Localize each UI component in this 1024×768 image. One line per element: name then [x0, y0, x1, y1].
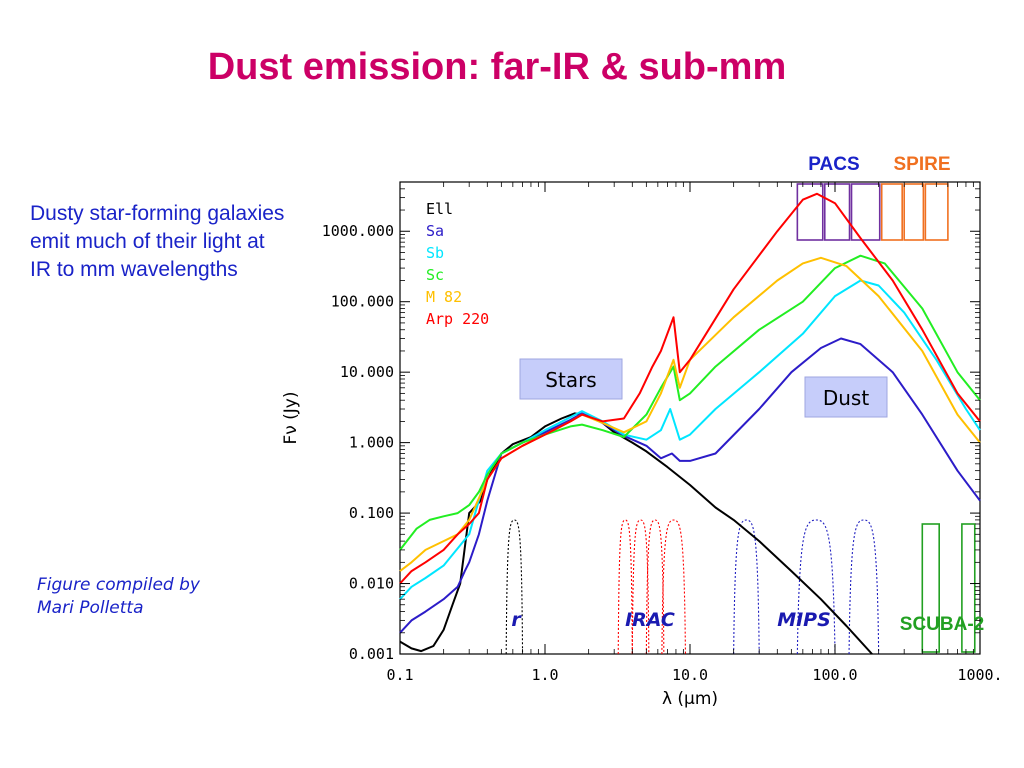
series-line-sc	[399, 254, 981, 551]
filter-curve-irac	[645, 519, 665, 655]
y-tick-label: 1000.000	[322, 222, 394, 240]
annotation-layer: Stars Dust	[519, 358, 888, 418]
filter-box-spire	[924, 183, 949, 241]
x-tick-label: 10.0	[672, 666, 708, 684]
filter-curve-r	[505, 519, 524, 655]
legend-entry-ell: Ell	[426, 200, 453, 218]
stars-label-bg	[519, 358, 623, 400]
legend-entry-sb: Sb	[426, 244, 444, 262]
filter-label-irac: IRAC	[625, 609, 675, 631]
filter-pacs: PACS	[796, 154, 881, 241]
filter-r: r	[505, 519, 524, 655]
stars-label: Stars	[545, 368, 596, 392]
credit-line-2: Mari Polletta	[37, 598, 144, 618]
figure-credit: Figure compiled by Mari Polletta	[37, 574, 267, 620]
filter-box-scuba-2	[961, 523, 976, 653]
filter-layer: r IRAC MIPS PACS SPIRE SCUBA-2	[505, 154, 984, 655]
dust-label: Dust	[823, 386, 869, 410]
credit-line-1: Figure compiled by	[37, 575, 200, 595]
y-tick-label: 0.001	[349, 645, 394, 663]
stars-label-box: Stars	[519, 358, 623, 400]
y-tick-label: 0.100	[349, 504, 394, 522]
filter-spire: SPIRE	[880, 154, 951, 241]
series-line-arp-220	[399, 192, 981, 585]
filter-label-spire: SPIRE	[893, 154, 950, 175]
x-tick-label: 100.0	[812, 666, 857, 684]
y-tick-label: 1.000	[349, 434, 394, 452]
plot-frame	[399, 181, 981, 655]
tick-layer: 0.1 1.0 10.0 100.0 1000. 0.001 0.010 0.100 1.000…	[281, 181, 1003, 709]
y-axis-label: Fν (Jy)	[281, 391, 301, 444]
series-line-sb	[399, 279, 981, 600]
dust-label-box: Dust	[804, 376, 888, 418]
y-tick-label: 100.000	[331, 293, 394, 311]
filter-box-scuba-2	[921, 523, 940, 653]
series-line-m-82	[399, 256, 981, 572]
filter-irac: IRAC	[617, 519, 686, 655]
filter-box-spire	[903, 183, 925, 241]
filter-curve-irac	[617, 519, 633, 655]
dust-label-bg	[804, 376, 888, 418]
filter-box-spire	[880, 183, 903, 241]
x-tick-label: 0.1	[386, 666, 413, 684]
filter-box-pacs	[796, 183, 824, 241]
filter-box-pacs	[823, 183, 851, 241]
filter-label-scuba-2: SCUBA-2	[900, 614, 984, 635]
filter-scuba-2: SCUBA-2	[900, 523, 984, 653]
intro-text: Dusty star-forming galaxies emit much of…	[30, 202, 285, 281]
filter-curve-mips	[733, 519, 760, 655]
plot-frame-rect	[399, 181, 981, 655]
legend-entry-sa: Sa	[426, 222, 444, 240]
filter-box-pacs	[850, 183, 881, 241]
x-tick-label: 1.0	[531, 666, 558, 684]
filter-curve-irac	[661, 519, 686, 655]
x-tick-label: 1000.	[957, 666, 1002, 684]
filter-label-mips: MIPS	[777, 609, 831, 631]
filter-label-pacs: PACS	[808, 154, 859, 175]
filter-label-r: r	[511, 609, 522, 631]
filter-curve-mips	[796, 519, 836, 655]
slide-title: Dust emission: far-IR & sub-mm	[207, 46, 787, 88]
legend-entry-sc: Sc	[426, 266, 444, 284]
series-line-ell	[399, 412, 873, 655]
series-layer	[399, 192, 981, 655]
filter-curve-mips	[848, 519, 880, 655]
filter-mips: MIPS	[733, 519, 880, 655]
filter-curve-irac	[631, 519, 650, 655]
y-tick-label: 10.000	[340, 363, 394, 381]
y-tick-label: 0.010	[349, 575, 394, 593]
x-axis-label: λ (μm)	[662, 689, 718, 709]
legend-entry-arp-220: Arp 220	[426, 310, 489, 328]
legend-entry-m-82: M 82	[426, 288, 462, 306]
legend-layer: Ell Sa Sb Sc M 82 Arp 220	[426, 200, 489, 328]
